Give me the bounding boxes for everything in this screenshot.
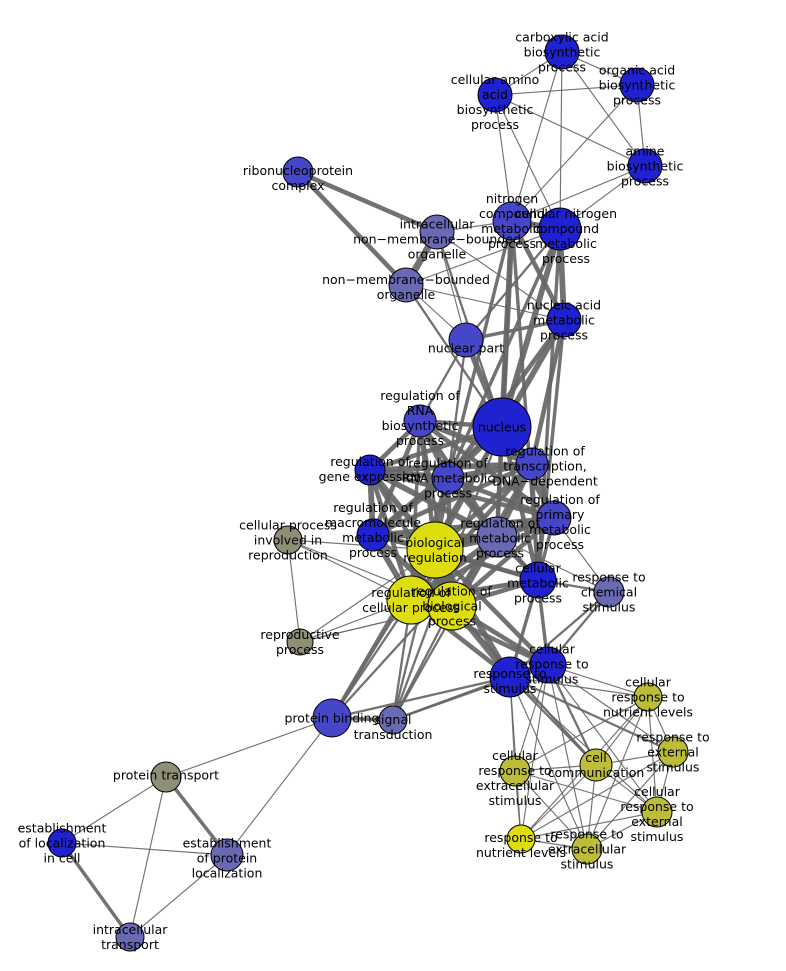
graph-node-intracellular-non-membrane-bounded-organelle[interactable] <box>419 214 455 250</box>
graph-edge[interactable] <box>514 770 658 813</box>
graph-node-protein-transport[interactable] <box>150 761 182 793</box>
graph-edge[interactable] <box>536 318 566 582</box>
graph-node-regulation-of-cellular-process[interactable] <box>386 575 436 625</box>
graph-node-response-to-chemical-stimulus[interactable] <box>593 576 625 608</box>
graph-edge[interactable] <box>330 675 512 720</box>
graph-edge[interactable] <box>436 231 565 321</box>
graph-edge[interactable] <box>508 590 611 679</box>
graph-edge[interactable] <box>129 776 167 938</box>
graph-edge[interactable] <box>547 664 658 813</box>
graph-edge[interactable] <box>494 94 561 230</box>
graph-edge[interactable] <box>494 84 638 96</box>
node-layer <box>47 34 689 952</box>
graph-node-regulation-of-biological-process[interactable] <box>427 581 477 631</box>
graph-edge[interactable] <box>129 854 228 938</box>
graph-edge[interactable] <box>508 675 675 754</box>
graph-node-regulation-of-rna-biosynthetic-process[interactable] <box>403 404 437 438</box>
graph-edge[interactable] <box>520 751 674 840</box>
graph-node-amine-biosynthetic-process[interactable] <box>627 148 663 184</box>
graph-edge[interactable] <box>405 284 565 321</box>
graph-node-establishment-of-localization-in-cell[interactable] <box>47 828 77 858</box>
graph-node-ribonucleoprotein-complex[interactable] <box>282 156 314 188</box>
graph-edge[interactable] <box>446 338 468 480</box>
graph-edge[interactable] <box>330 535 499 720</box>
graph-edge[interactable] <box>511 84 638 222</box>
graph-edge[interactable] <box>61 842 228 856</box>
graph-edge[interactable] <box>295 169 409 288</box>
graph-node-regulation-of-gene-expression[interactable] <box>354 454 386 486</box>
graph-node-cellular-amino-acid-biosynthetic-process[interactable] <box>477 77 513 113</box>
graph-node-nucleic-acid-metabolic-process[interactable] <box>546 302 582 338</box>
graph-node-nucleus[interactable] <box>472 397 532 457</box>
graph-edge[interactable] <box>330 425 504 720</box>
graph-edge[interactable] <box>514 664 549 772</box>
graph-edge[interactable] <box>520 811 658 840</box>
graph-node-regulation-of-macromolecule-metabolic-process[interactable] <box>356 518 390 552</box>
graph-edge[interactable] <box>295 169 440 235</box>
graph-edge[interactable] <box>405 228 561 286</box>
graph-edge[interactable] <box>586 751 674 850</box>
graph-node-regulation-of-transcription-dna-dependent[interactable] <box>515 447 549 481</box>
edge-layer <box>60 51 675 939</box>
graph-edge[interactable] <box>496 536 610 593</box>
graph-node-cellular-nitrogen-compound-metabolic-process[interactable] <box>538 207 582 251</box>
graph-edge[interactable] <box>494 94 513 222</box>
graph-edge[interactable] <box>508 675 598 767</box>
graph-edge[interactable] <box>547 664 674 753</box>
graph-node-cellular-metabolic-process[interactable] <box>519 561 557 599</box>
graph-edge[interactable] <box>408 515 557 603</box>
graph-edge[interactable] <box>60 841 132 939</box>
graph-edge[interactable] <box>61 776 167 844</box>
graph-node-response-to-stimulus[interactable] <box>489 656 531 698</box>
graph-edge[interactable] <box>520 764 597 840</box>
graph-node-intracellular-transport[interactable] <box>115 922 145 952</box>
graph-edge[interactable] <box>647 696 658 813</box>
graph-node-establishment-of-protein-localization[interactable] <box>210 838 244 872</box>
graph-node-cellular-process-involved-in-reproduction[interactable] <box>273 525 303 555</box>
graph-edge[interactable] <box>417 418 535 467</box>
graph-node-cellular-response-to-nutrient-levels[interactable] <box>633 682 663 712</box>
graph-edge[interactable] <box>514 696 649 772</box>
graph-node-response-to-external-stimulus[interactable] <box>657 736 689 768</box>
graph-node-organic-acid-biosynthetic-process[interactable] <box>619 67 655 103</box>
graph-node-protein-binding[interactable] <box>312 698 352 738</box>
graph-node-regulation-of-primary-metabolic-process[interactable] <box>536 500 572 536</box>
graph-node-biological-regulation[interactable] <box>406 521 464 579</box>
graph-edge[interactable] <box>226 717 333 856</box>
graph-node-cellular-response-to-external-stimulus[interactable] <box>641 796 673 828</box>
graph-edge[interactable] <box>529 317 567 467</box>
graph-node-nitrogen-compound-metabolic-process[interactable] <box>492 201 532 241</box>
graph-edge[interactable] <box>559 51 563 230</box>
graph-edge[interactable] <box>514 770 588 850</box>
graph-edge[interactable] <box>370 515 557 538</box>
graph-node-reproductive-process[interactable] <box>286 628 314 656</box>
graph-node-cell-communication[interactable] <box>579 748 613 782</box>
graph-edge[interactable] <box>509 676 658 813</box>
graph-edge[interactable] <box>509 676 588 850</box>
graph-edge[interactable] <box>511 165 646 222</box>
graph-edge[interactable] <box>165 717 333 778</box>
graph-edge[interactable] <box>561 51 646 167</box>
graph-edge[interactable] <box>494 94 646 167</box>
graph-node-response-to-extracellular-stimulus[interactable] <box>571 833 603 865</box>
graph-node-signal-transduction[interactable] <box>378 705 408 735</box>
graph-edge[interactable] <box>287 539 301 643</box>
graph-edge[interactable] <box>511 51 563 222</box>
graph-edge[interactable] <box>391 548 437 722</box>
graph-node-cellular-response-to-stimulus[interactable] <box>529 646 567 684</box>
graph-node-non-membrane-bounded-organelle[interactable] <box>388 267 424 303</box>
graph-node-response-to-nutrient-levels[interactable] <box>506 824 536 854</box>
graph-node-nuclear-part[interactable] <box>448 322 484 358</box>
graph-node-carboxylic-acid-biosynthetic-process[interactable] <box>544 34 580 70</box>
graph-node-regulation-of-rna-metabolic-process[interactable] <box>431 461 465 495</box>
graph-node-regulation-of-metabolic-process[interactable] <box>476 516 518 558</box>
graph-edge[interactable] <box>547 664 588 850</box>
graph-edge[interactable] <box>520 664 549 840</box>
graph-node-cellular-response-to-extracellular-stimulus[interactable] <box>499 755 531 787</box>
graph-edge[interactable] <box>164 775 229 857</box>
